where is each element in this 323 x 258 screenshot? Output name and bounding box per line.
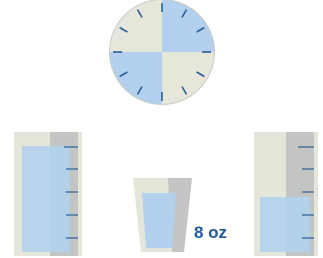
water	[260, 197, 310, 252]
right-beaker	[254, 132, 318, 256]
cup-label: 8 oz	[194, 223, 227, 242]
illustration: 8 oz	[0, 0, 323, 258]
page: 8 oz (() => { const data = JSON.parse(do…	[0, 0, 323, 258]
clock-quadrant	[162, 0, 214, 52]
clock	[109, 0, 215, 105]
left-beaker	[14, 132, 82, 256]
clock-quadrant	[110, 0, 162, 52]
clock-quadrant	[162, 52, 214, 104]
cup: 8 oz	[133, 178, 227, 252]
water	[142, 193, 176, 248]
clock-quadrant	[110, 52, 162, 104]
water	[22, 146, 70, 252]
